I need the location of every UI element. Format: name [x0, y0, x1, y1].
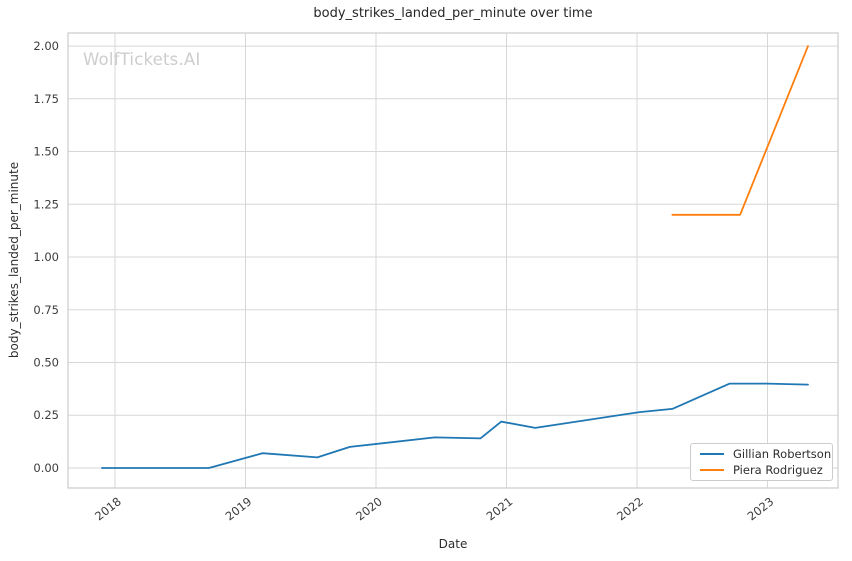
legend-item: Gillian Robertson — [700, 447, 831, 461]
x-tick-label: 2019 — [223, 494, 255, 523]
series-1-line-swatch — [700, 468, 724, 471]
x-tick-label: 2021 — [484, 494, 516, 523]
y-tick-label: 1.50 — [33, 145, 59, 159]
x-tick-label: 2022 — [614, 494, 646, 523]
y-tick-label: 1.25 — [33, 197, 59, 211]
legend-label: Gillian Robertson — [733, 447, 832, 462]
y-tick-label: 2.00 — [33, 39, 59, 53]
legend-label: Piera Rodriguez — [733, 462, 823, 477]
y-axis-label: body_strikes_landed_per_minute — [7, 161, 21, 359]
x-tick-label: 2018 — [92, 494, 124, 523]
series-line-piera-rodriguez — [671, 45, 809, 216]
y-tick-label: 0.00 — [33, 461, 59, 475]
x-tick-label: 2023 — [745, 494, 777, 523]
x-tick-label: 2020 — [353, 494, 385, 523]
legend-item: Piera Rodriguez — [700, 463, 825, 477]
y-tick-label: 0.25 — [33, 408, 59, 422]
x-axis-label: Date — [438, 537, 468, 551]
y-tick-label: 1.75 — [33, 92, 59, 106]
y-tick-label: 1.00 — [33, 250, 59, 264]
chart-title: body_strikes_landed_per_minute over time — [313, 6, 593, 21]
axes-spines — [67, 32, 839, 489]
legend: Gillian Robertson Piera Rodriguez — [690, 443, 833, 481]
y-tick-label: 0.75 — [33, 303, 59, 317]
series-0-line-swatch — [700, 453, 724, 456]
y-tick-label: 0.50 — [33, 356, 59, 370]
series-line-gillian-robertson — [101, 382, 809, 469]
watermark: WolfTickets.AI — [83, 50, 201, 69]
